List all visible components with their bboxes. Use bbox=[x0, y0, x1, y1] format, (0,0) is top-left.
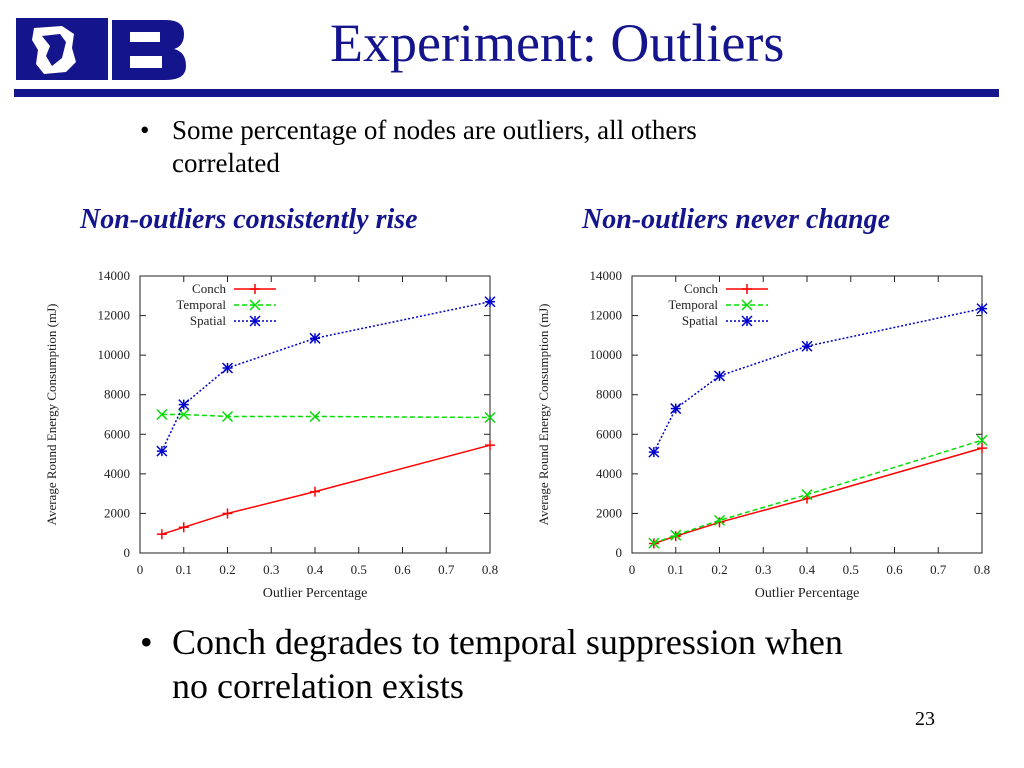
x-tick-label: 0.8 bbox=[482, 562, 498, 577]
data-point-spatial bbox=[670, 403, 682, 415]
y-tick-label: 6000 bbox=[596, 426, 622, 441]
data-point-conch bbox=[310, 486, 320, 497]
y-tick-label: 4000 bbox=[104, 466, 130, 481]
legend-label: Spatial bbox=[682, 313, 718, 328]
x-tick-label: 0.7 bbox=[930, 562, 947, 577]
chart-caption-right: Non-outliers never change bbox=[582, 204, 890, 235]
legend-marker bbox=[742, 284, 752, 294]
series-line-conch bbox=[161, 444, 491, 535]
x-tick-label: 0.2 bbox=[219, 562, 235, 577]
data-point-spatial bbox=[484, 296, 496, 308]
x-tick-label: 0.2 bbox=[711, 562, 727, 577]
y-tick-label: 14000 bbox=[590, 268, 623, 283]
y-tick-label: 8000 bbox=[596, 387, 622, 402]
data-point-temporal bbox=[670, 529, 682, 541]
y-tick-label: 2000 bbox=[104, 505, 130, 520]
page-number: 23 bbox=[915, 708, 935, 730]
y-tick-label: 4000 bbox=[596, 466, 622, 481]
series-line-temporal bbox=[161, 413, 491, 419]
legend-label: Conch bbox=[192, 281, 226, 296]
data-point-temporal bbox=[484, 411, 496, 423]
x-tick-label: 0.7 bbox=[438, 562, 455, 577]
x-tick-label: 0.5 bbox=[351, 562, 367, 577]
x-tick-label: 0.4 bbox=[307, 562, 324, 577]
x-tick-label: 0 bbox=[137, 562, 144, 577]
x-tick-label: 0.3 bbox=[755, 562, 771, 577]
y-tick-label: 6000 bbox=[104, 426, 130, 441]
x-tick-label: 0.8 bbox=[974, 562, 990, 577]
legend-label: Spatial bbox=[190, 313, 226, 328]
data-point-conch bbox=[485, 440, 495, 451]
data-point-spatial bbox=[713, 370, 726, 382]
slide-title: Experiment: Outliers bbox=[330, 13, 785, 73]
y-tick-label: 10000 bbox=[590, 347, 623, 362]
bullet-text: Conch degrades to temporal suppression w… bbox=[172, 622, 843, 706]
data-point-spatial bbox=[221, 362, 234, 374]
data-point-conch bbox=[156, 529, 167, 540]
chart-left: 0 0.1 0.2 0.3 0.4 0.5 0.6 0.7 0.8 0 2000 4000 6000 80… bbox=[44, 268, 498, 601]
x-tick-label: 0.5 bbox=[843, 562, 859, 577]
data-point-spatial bbox=[648, 446, 660, 458]
legend-label: Temporal bbox=[668, 297, 718, 312]
data-point-spatial bbox=[801, 340, 813, 352]
x-tick-label: 0.3 bbox=[263, 562, 279, 577]
data-point-temporal bbox=[976, 434, 988, 446]
bullet-icon: • bbox=[140, 115, 150, 145]
y-tick-label: 14000 bbox=[98, 268, 131, 283]
x-axis-label: Outlier Percentage bbox=[263, 586, 368, 601]
legend-label: Temporal bbox=[176, 297, 226, 312]
y-tick-label: 8000 bbox=[104, 387, 130, 402]
y-tick-label: 10000 bbox=[98, 347, 131, 362]
y-tick-label: 12000 bbox=[590, 308, 623, 323]
legend-marker bbox=[741, 299, 753, 311]
data-point-conch bbox=[222, 508, 233, 519]
legend-marker bbox=[249, 315, 261, 327]
chart-right: 0 0.1 0.2 0.3 0.4 0.5 0.6 0.7 0.8 0 2000 4000 6000 80… bbox=[536, 268, 990, 601]
series-line-spatial bbox=[653, 307, 983, 453]
x-tick-label: 0.6 bbox=[394, 562, 411, 577]
data-point-conch bbox=[977, 443, 987, 454]
legend-label: Conch bbox=[684, 281, 718, 296]
data-point-temporal bbox=[801, 489, 813, 501]
x-tick-label: 0.4 bbox=[799, 562, 816, 577]
y-tick-label: 12000 bbox=[98, 308, 131, 323]
duke-blue-devil-logo-icon bbox=[16, 18, 186, 80]
data-point-temporal bbox=[309, 410, 321, 423]
data-point-spatial bbox=[309, 332, 321, 344]
legend-marker bbox=[741, 315, 753, 327]
data-point-spatial bbox=[178, 399, 190, 411]
data-point-temporal bbox=[221, 410, 234, 423]
x-axis-label: Outlier Percentage bbox=[755, 586, 860, 601]
title-divider bbox=[14, 89, 999, 97]
data-point-spatial bbox=[976, 303, 988, 315]
legend-marker bbox=[249, 299, 261, 311]
y-tick-label: 2000 bbox=[596, 505, 622, 520]
y-axis-label: Average Round Energy Consumption (mJ) bbox=[536, 304, 551, 526]
data-point-spatial bbox=[156, 445, 168, 457]
legend-marker bbox=[250, 284, 260, 294]
y-axis-label: Average Round Energy Consumption (mJ) bbox=[44, 304, 59, 526]
data-point-temporal bbox=[156, 408, 168, 421]
chart-caption-left: Non-outliers consistently rise bbox=[80, 204, 418, 235]
x-tick-label: 0.1 bbox=[668, 562, 684, 577]
data-point-conch bbox=[178, 522, 189, 533]
series-line-conch bbox=[653, 447, 983, 545]
x-tick-label: 0.6 bbox=[886, 562, 903, 577]
data-point-conch bbox=[714, 517, 725, 528]
bullet-text: Some percentage of nodes are outliers, a… bbox=[172, 115, 697, 178]
x-tick-label: 0.1 bbox=[176, 562, 192, 577]
data-point-temporal bbox=[713, 514, 726, 526]
x-tick-label: 0 bbox=[629, 562, 636, 577]
bullet-icon: • bbox=[140, 622, 153, 662]
y-tick-label: 0 bbox=[616, 545, 623, 560]
y-tick-label: 0 bbox=[124, 545, 131, 560]
data-point-temporal bbox=[648, 537, 660, 549]
